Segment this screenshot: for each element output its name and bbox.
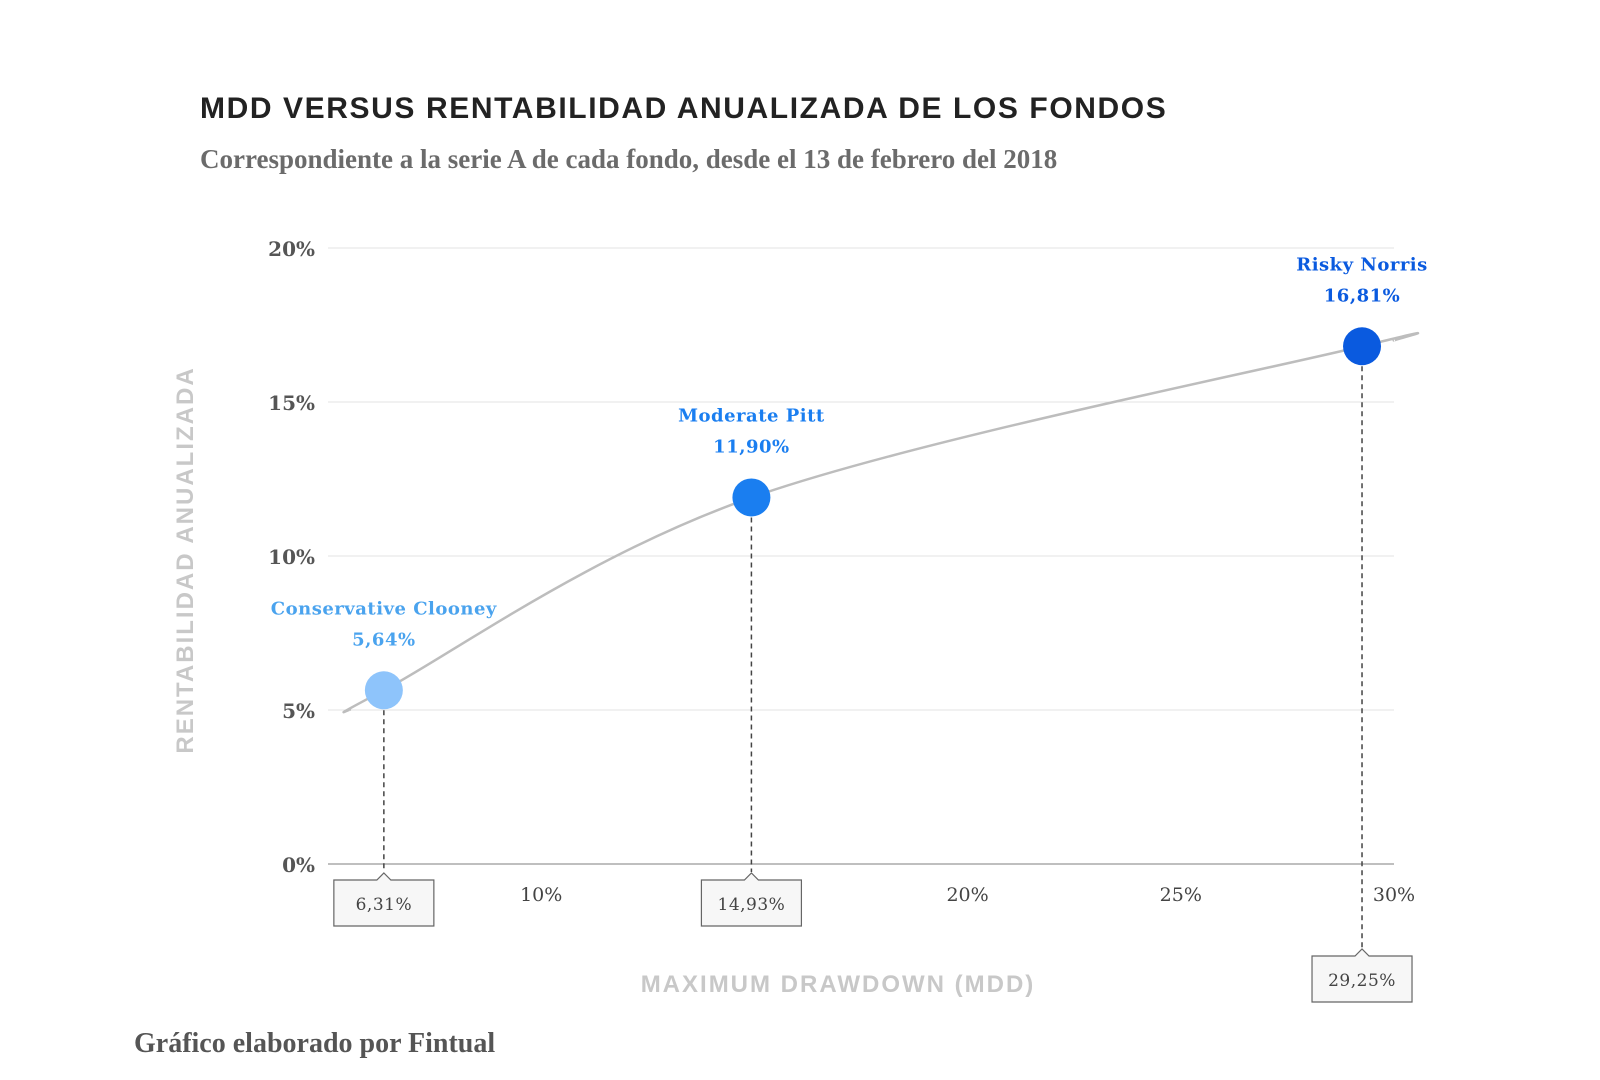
point-name-label: Conservative Clooney (271, 598, 497, 619)
grid-lines (328, 247, 1394, 711)
y-axis-title: RENTABILIDAD ANUALIZADA (172, 366, 199, 753)
data-labels: Conservative Clooney 5,64% Moderate Pitt 11… (271, 254, 1428, 650)
x-tick-label: 10% (520, 884, 562, 906)
x-tick-label: 20% (946, 884, 988, 906)
trend-curve-group (342, 331, 1420, 714)
point-name-label: Moderate Pitt (678, 405, 825, 426)
point-y-value-label: 5,64% (352, 629, 415, 650)
y-tick-label: 10% (268, 545, 315, 569)
y-tick-label: 20% (268, 237, 315, 261)
point-y-value-label: 11,90% (713, 436, 789, 457)
point-y-value-label: 16,81% (1324, 285, 1400, 306)
y-tick-label: 0% (282, 853, 315, 877)
x-value-label: 14,93% (718, 895, 786, 915)
y-tick-label: 5% (282, 699, 315, 723)
data-point (364, 671, 403, 710)
data-point (1343, 327, 1382, 366)
x-tick-label: 30% (1373, 884, 1415, 906)
x-axis-title: MAXIMUM DRAWDOWN (MDD) (641, 971, 1036, 998)
x-value-box (700, 872, 803, 927)
chart-subtitle: Correspondiente a la serie A de cada fon… (200, 144, 1058, 174)
x-value-box (1311, 948, 1413, 1003)
point-name-label: Risky Norris (1296, 254, 1428, 275)
x-value-boxes: 6,31% 14,93% 29,25% (333, 872, 1413, 1003)
leader-lines (383, 366, 1363, 948)
x-tick-label: 25% (1160, 884, 1202, 906)
x-value-box (333, 872, 435, 927)
x-value-label: 29,25% (1328, 971, 1396, 991)
y-tick-label: 15% (268, 391, 315, 415)
trend-curve (342, 331, 1420, 714)
data-point (732, 478, 771, 517)
chart-title: MDD VERSUS RENTABILIDAD ANUALIZADA DE LO… (200, 92, 1168, 125)
x-value-label: 6,31% (356, 895, 413, 915)
axes: 0% 5% 10% 15% 20% 10% 20% 25% 30% (268, 237, 1415, 906)
chart-credit: Gráfico elaborado por Fintual (134, 1028, 496, 1059)
data-points (364, 327, 1382, 710)
